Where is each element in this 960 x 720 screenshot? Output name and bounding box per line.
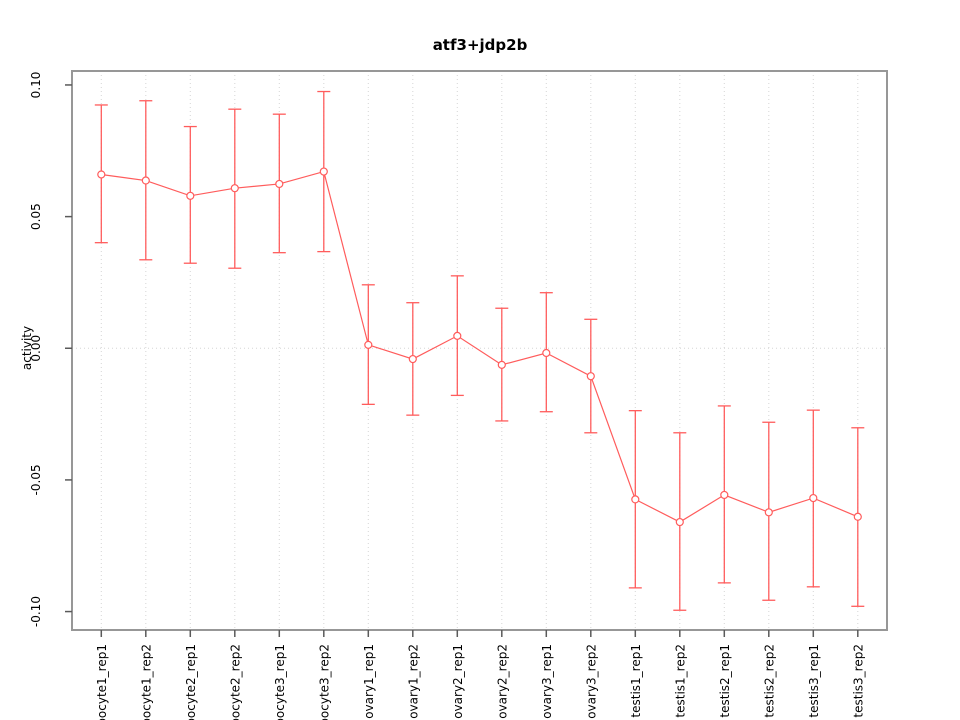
data-point (364, 340, 373, 349)
data-point (720, 490, 729, 500)
x-tick-label: oocyte2_rep2 (228, 644, 242, 720)
y-tick-label: 0.10 (29, 72, 43, 99)
x-tick-label: testis2_rep1 (718, 644, 732, 718)
data-point (319, 167, 328, 176)
data-point (497, 360, 506, 369)
data-point (97, 170, 106, 179)
y-tick-label: 0.05 (29, 203, 43, 230)
data-point (586, 372, 595, 381)
x-tick-label: ovary3_rep2 (584, 644, 598, 719)
x-tick-label: ovary2_rep2 (495, 644, 509, 719)
data-point (141, 176, 150, 185)
data-point (675, 517, 684, 527)
x-tick-label: ovary1_rep2 (406, 644, 420, 719)
x-tick-label: testis3_rep2 (851, 644, 865, 718)
x-tick-label: oocyte2_rep1 (184, 644, 198, 720)
data-point (809, 493, 818, 503)
data-point (230, 184, 239, 193)
data-point (186, 191, 195, 200)
x-tick-label: ovary1_rep1 (362, 644, 376, 719)
x-tick-label: ovary2_rep1 (451, 644, 465, 719)
chart-title: atf3+jdp2b (432, 36, 528, 54)
x-tick-label: testis3_rep1 (807, 644, 821, 718)
x-tick-label: testis2_rep2 (762, 644, 776, 718)
y-axis-label: activity (20, 325, 34, 371)
data-point (631, 495, 640, 504)
y-tick-label: -0.05 (29, 464, 43, 495)
x-tick-label: oocyte3_rep1 (273, 644, 287, 720)
data-point (275, 179, 284, 189)
y-tick-label: -0.10 (29, 596, 43, 627)
plot-box (71, 70, 888, 631)
data-point (408, 354, 417, 364)
x-tick-label: testis1_rep2 (673, 644, 687, 718)
x-tick-label: ovary3_rep1 (540, 644, 554, 719)
data-point (853, 512, 862, 521)
data-line (101, 170, 859, 523)
data-point (542, 348, 551, 358)
x-tick-label: oocyte3_rep2 (317, 644, 331, 720)
x-tick-label: oocyte1_rep2 (139, 644, 153, 720)
data-point (453, 331, 462, 340)
x-tick-label: testis1_rep1 (629, 644, 643, 718)
x-tick-label: oocyte1_rep1 (95, 644, 109, 720)
y-tick-label: 0.00 (29, 335, 43, 362)
data-point (764, 508, 773, 517)
